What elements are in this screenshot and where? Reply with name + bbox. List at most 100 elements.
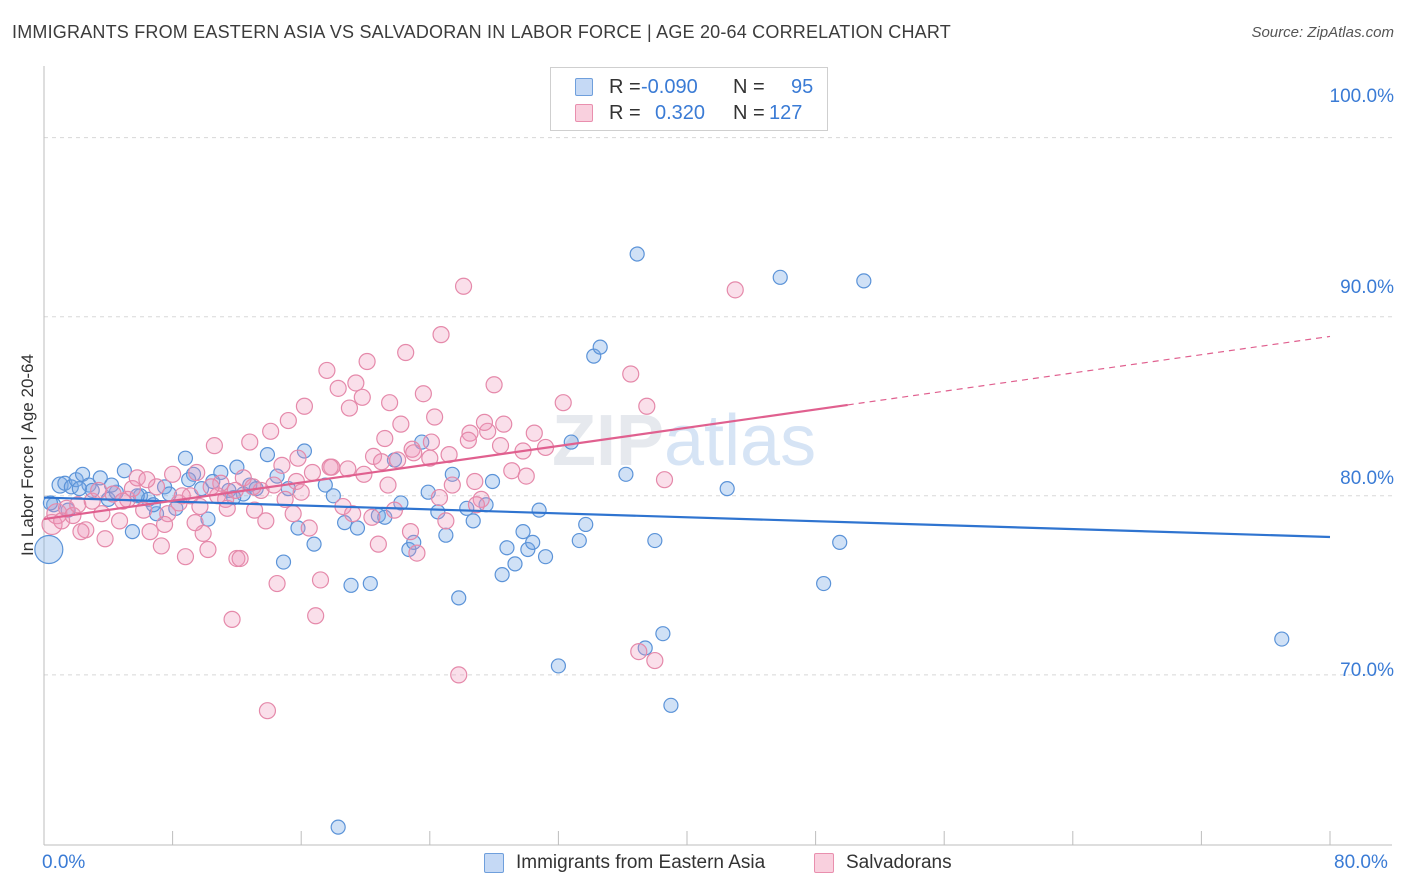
x-tick-0: 0.0% [42, 852, 86, 873]
point-salvadoran [202, 478, 220, 496]
point-salvadoran [353, 388, 371, 406]
point-eastern-asia [537, 549, 554, 565]
y-axis-label: In Labor Force | Age 20-64 [18, 354, 37, 556]
point-eastern-asia [618, 466, 634, 482]
bottom-legend-label: Immigrants from Eastern Asia [516, 852, 766, 873]
legend-r-value: -0.090 [641, 76, 698, 98]
point-eastern-asia [494, 566, 510, 583]
bottom-legend-swatch-blue [484, 853, 504, 873]
point-eastern-asia [269, 468, 285, 484]
point-eastern-asia [343, 577, 359, 593]
point-salvadoran [467, 496, 486, 514]
point-eastern-asia [465, 513, 481, 529]
point-eastern-asia [515, 524, 531, 540]
point-eastern-asia [362, 575, 378, 592]
point-salvadoran [273, 456, 291, 474]
correlation-legend: R = -0.090 N = 95 R = 0.320 N = 127 [550, 67, 828, 131]
y-tick-100: 100.0% [1329, 86, 1394, 107]
point-salvadoran [432, 326, 450, 344]
point-salvadoran [344, 505, 362, 523]
point-eastern-asia [177, 450, 194, 466]
point-salvadoran [188, 463, 206, 482]
y-tick-80: 80.0% [1340, 468, 1394, 489]
point-salvadoran [517, 467, 535, 485]
legend-r-value: 0.320 [655, 102, 706, 124]
point-eastern-asia [116, 463, 132, 479]
point-salvadoran [397, 343, 415, 362]
point-salvadoran [321, 458, 339, 476]
point-eastern-asia [349, 520, 366, 536]
point-eastern-asia [325, 488, 341, 504]
point-eastern-asia [393, 495, 409, 511]
point-salvadoran [93, 505, 111, 523]
bottom-legend-label: Salvadorans [846, 852, 952, 873]
point-salvadoran [491, 437, 510, 455]
point-salvadoran [369, 535, 387, 553]
point-eastern-asia [719, 481, 735, 497]
legend-n-value: 127 [769, 102, 803, 124]
chart-title: IMMIGRANTS FROM EASTERN ASIA VS SALVADOR… [12, 22, 951, 42]
point-salvadoran [292, 483, 310, 501]
point-salvadoran [141, 523, 159, 541]
point-salvadoran [630, 642, 648, 661]
point-salvadoran [401, 523, 420, 541]
point-salvadoran [372, 453, 391, 471]
point-salvadoran [363, 508, 381, 526]
point-eastern-asia [832, 534, 848, 550]
point-eastern-asia [306, 536, 322, 552]
point-eastern-asia [856, 273, 872, 289]
point-salvadoran [454, 277, 473, 295]
point-salvadoran [289, 449, 307, 467]
point-salvadoran [461, 424, 479, 442]
point-eastern-asia [484, 473, 501, 490]
point-salvadoran [437, 512, 455, 530]
point-eastern-asia [34, 534, 64, 565]
point-eastern-asia [200, 511, 216, 527]
point-salvadoran [426, 408, 444, 426]
point-eastern-asia [629, 246, 645, 262]
point-salvadoran [495, 415, 513, 433]
trendline-salvadoran-projection [847, 335, 1331, 406]
legend-n-value: 95 [791, 76, 814, 98]
point-eastern-asia [655, 626, 671, 642]
point-salvadoran [155, 515, 174, 534]
point-salvadoran [554, 394, 572, 412]
point-salvadoran [110, 512, 129, 530]
point-eastern-asia [772, 269, 788, 285]
point-salvadoran [472, 490, 490, 508]
point-salvadoran [459, 431, 477, 449]
point-salvadoran [205, 437, 223, 455]
point-salvadoran [379, 476, 397, 494]
legend-swatch-pink [575, 104, 593, 122]
point-salvadoran [186, 514, 204, 532]
point-salvadoran [318, 361, 336, 380]
point-salvadoran [295, 397, 314, 415]
point-salvadoran [466, 472, 484, 491]
point-salvadoran [655, 471, 674, 489]
point-salvadoran [503, 462, 521, 480]
point-salvadoran [244, 478, 262, 496]
point-salvadoran [164, 465, 182, 483]
point-salvadoran [376, 429, 394, 448]
point-salvadoran [231, 549, 249, 568]
legend-n-label: N = [733, 102, 765, 124]
point-salvadoran [176, 548, 195, 566]
point-salvadoran [276, 490, 294, 508]
point-salvadoran [152, 537, 170, 555]
point-salvadoran [191, 497, 209, 516]
point-salvadoran [223, 610, 241, 628]
source-label: Source: ZipAtlas.com [1251, 24, 1394, 41]
point-salvadoran [147, 478, 166, 496]
point-eastern-asia [663, 697, 679, 713]
point-salvadoran [303, 463, 322, 482]
point-eastern-asia [459, 500, 475, 516]
point-eastern-asia [578, 516, 594, 533]
x-tick-80: 80.0% [1334, 852, 1388, 873]
point-eastern-asia [451, 590, 467, 606]
y-tick-90: 90.0% [1340, 277, 1394, 298]
point-eastern-asia [563, 434, 579, 450]
point-salvadoran [69, 496, 87, 514]
point-salvadoran [358, 352, 376, 371]
point-eastern-asia [406, 534, 422, 550]
point-salvadoran [245, 501, 264, 519]
